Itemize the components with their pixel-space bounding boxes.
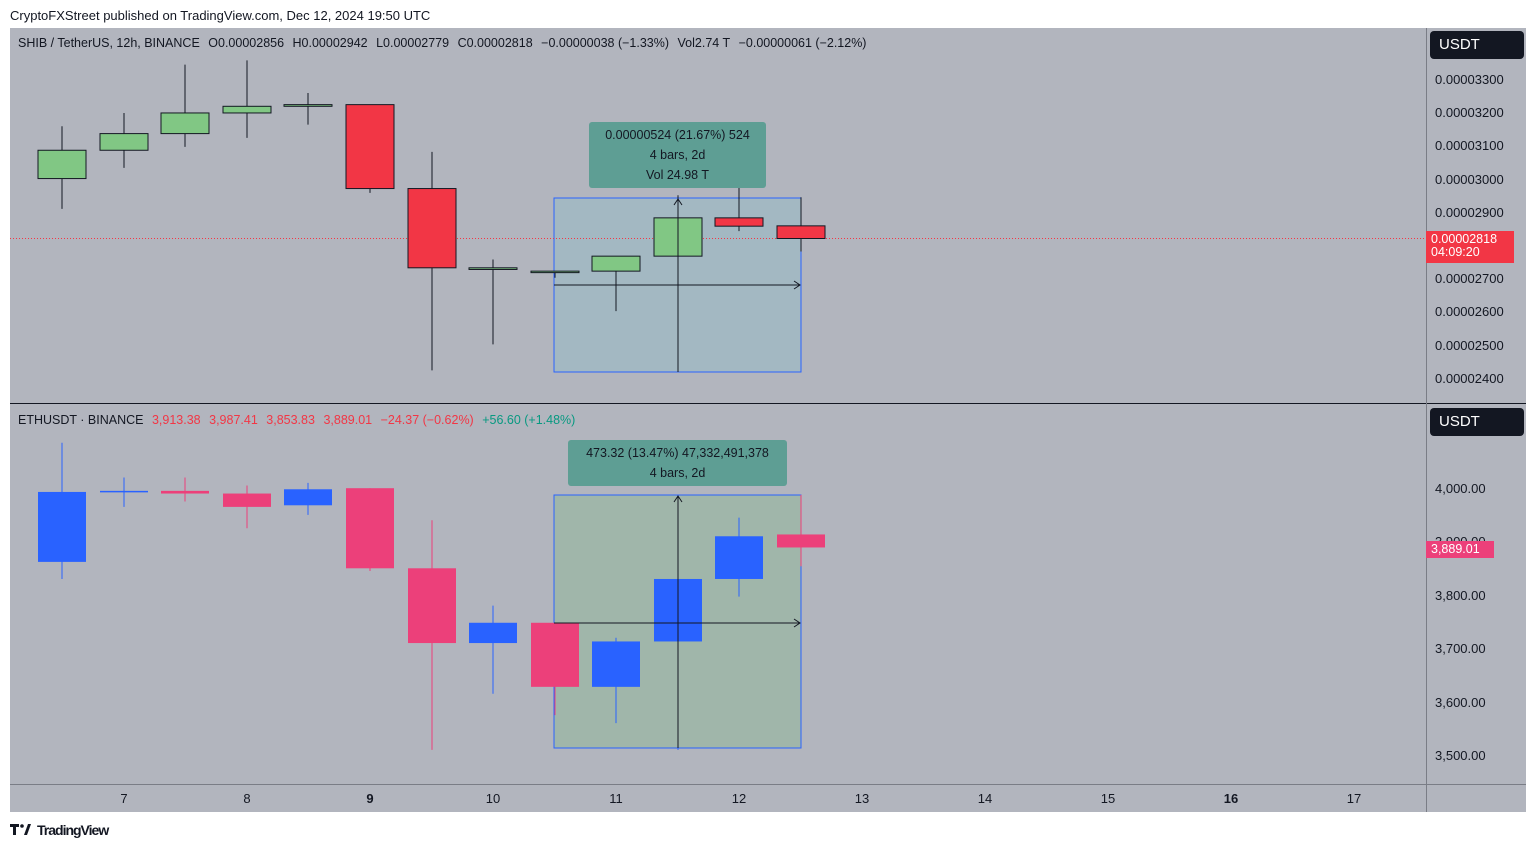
shib-measure-tooltip: 0.00000524 (21.67%) 524 4 bars, 2d Vol 2…	[589, 122, 766, 188]
price-axis-border	[1426, 28, 1427, 812]
time-tick: 13	[854, 791, 870, 806]
eth-measure-change: 473.32 (13.47%) 47,332,491,378	[586, 446, 769, 460]
time-tick: 15	[1100, 791, 1116, 806]
time-axis-border	[10, 784, 1526, 785]
shib-candle-body	[776, 225, 826, 239]
top-currency-button[interactable]: USDT	[1430, 31, 1524, 59]
time-tick: 17	[1346, 791, 1362, 806]
eth-candle-body	[715, 536, 763, 579]
eth-high: 3,987.41	[209, 413, 258, 427]
eth-price-tick: 3,800.00	[1435, 588, 1486, 603]
shib-measure-change: 0.00000524 (21.67%) 524	[605, 128, 750, 142]
eth-measure-v-arrowhead	[673, 495, 683, 503]
eth-price-tick: 3,600.00	[1435, 695, 1486, 710]
publisher-header: CryptoFXStreet published on TradingView.…	[10, 8, 431, 23]
eth-price-tick: 3,700.00	[1435, 641, 1486, 656]
shib-high: H0.00002942	[292, 36, 368, 50]
shib-countdown: 04:09:20	[1431, 245, 1480, 259]
bottom-currency-button[interactable]: USDT	[1430, 408, 1524, 436]
shib-price-tick: 0.00002900	[1435, 205, 1504, 220]
shib-close: C0.00002818	[457, 36, 533, 50]
shib-last-price-label: 0.00002818 04:09:20	[1426, 231, 1514, 263]
shib-measure-h-arrowhead	[793, 280, 801, 290]
eth-measure-bars: 4 bars, 2d	[649, 466, 706, 480]
shib-candle-body	[530, 270, 580, 274]
time-tick: 9	[366, 791, 374, 806]
tradingview-logo-icon	[10, 824, 31, 835]
shib-price-tick: 0.00002600	[1435, 304, 1504, 319]
eth-candle-body	[100, 490, 148, 493]
shib-volume-change: −0.00000061 (−2.12%)	[738, 36, 867, 50]
shib-candle-body	[407, 188, 457, 269]
shib-candle-body	[222, 105, 272, 114]
time-tick: 12	[731, 791, 747, 806]
eth-change: −24.37 (−0.62%)	[380, 413, 474, 427]
shib-last-price: 0.00002818	[1431, 232, 1498, 246]
eth-measure-h-arrowhead	[793, 618, 801, 628]
eth-candle-body	[161, 490, 209, 494]
eth-candle-body	[346, 488, 394, 569]
shib-price-tick: 0.00002400	[1435, 371, 1504, 386]
shib-symbol[interactable]: SHIB / TetherUS, 12h, BINANCE	[18, 36, 200, 50]
shib-candle-body	[160, 112, 210, 135]
shib-measure-bars: 4 bars, 2d	[649, 148, 706, 162]
eth-candle-body	[38, 491, 86, 562]
eth-price-tick: 3,500.00	[1435, 748, 1486, 763]
eth-price-tick: 4,000.00	[1435, 481, 1486, 496]
eth-last-price-label: 3,889.01	[1426, 541, 1494, 558]
shib-low: L0.00002779	[376, 36, 450, 50]
shib-price-tick: 0.00002500	[1435, 338, 1504, 353]
tradingview-logo-text: TradingView	[37, 822, 109, 838]
eth-candle-body	[777, 534, 825, 548]
shib-legend[interactable]: SHIB / TetherUS, 12h, BINANCE O0.0000285…	[18, 36, 871, 50]
time-tick: 8	[243, 791, 251, 806]
shib-open: O0.00002856	[208, 36, 285, 50]
eth-low: 3,853.83	[266, 413, 315, 427]
tradingview-footer[interactable]: TradingView	[10, 822, 109, 838]
shib-candle-body	[37, 149, 87, 180]
pane-separator[interactable]	[10, 403, 1526, 404]
eth-candle-body	[531, 622, 579, 687]
eth-symbol[interactable]: ETHUSDT · BINANCE	[18, 413, 144, 427]
shib-candle-body	[345, 104, 395, 190]
shib-change: −0.00000038 (−1.33%)	[541, 36, 670, 50]
shib-price-tick: 0.00003300	[1435, 72, 1504, 87]
eth-open: 3,913.38	[151, 413, 201, 427]
shib-volume: Vol2.74 T	[677, 36, 731, 50]
shib-measure-volume: Vol 24.98 T	[645, 168, 709, 182]
time-tick: 16	[1223, 791, 1239, 806]
eth-candle-body	[223, 493, 271, 507]
time-tick: 7	[120, 791, 128, 806]
eth-measure-tooltip: 473.32 (13.47%) 47,332,491,378 4 bars, 2…	[568, 440, 787, 486]
eth-change-2: +56.60 (+1.48%)	[482, 413, 576, 427]
shib-price-tick: 0.00003100	[1435, 138, 1504, 153]
eth-candle-body	[284, 489, 332, 506]
shib-candle-body	[283, 104, 333, 107]
shib-candle-body	[468, 267, 518, 270]
time-tick: 10	[485, 791, 501, 806]
time-tick: 11	[609, 791, 623, 806]
shib-candle-body	[714, 217, 764, 227]
time-tick: 14	[977, 791, 993, 806]
eth-close: 3,889.01	[323, 413, 373, 427]
shib-price-tick: 0.00002700	[1435, 271, 1504, 286]
eth-candle-body	[469, 622, 517, 644]
shib-price-tick: 0.00003000	[1435, 172, 1504, 187]
shib-candle-body	[99, 133, 149, 151]
shib-measure-v-arrowhead	[673, 198, 683, 206]
shib-price-tick: 0.00003200	[1435, 105, 1504, 120]
eth-candle-body	[592, 641, 640, 687]
eth-legend[interactable]: ETHUSDT · BINANCE 3,913.38 3,987.41 3,85…	[18, 413, 580, 427]
shib-candle-body	[591, 255, 641, 272]
eth-candle-body	[408, 568, 456, 644]
